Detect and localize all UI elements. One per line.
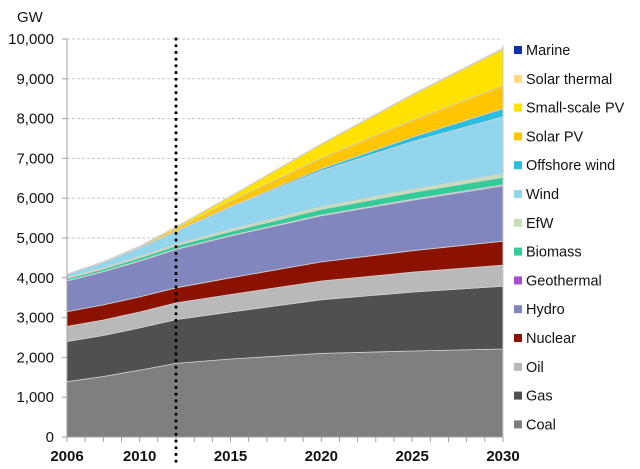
- legend-swatch: [514, 218, 522, 227]
- legend-item-biomass: Biomass: [514, 245, 582, 261]
- legend-item-solar-pv: Solar PV: [514, 129, 584, 145]
- legend-swatch: [514, 334, 522, 342]
- x-tick-label: 2006: [50, 448, 83, 465]
- legend-label: Solar PV: [526, 129, 584, 145]
- legend-label: Wind: [526, 187, 559, 203]
- legend-swatch: [514, 74, 522, 83]
- legend-item-solar-thermal: Solar thermal: [514, 72, 612, 88]
- legend-swatch: [514, 103, 522, 112]
- legend-label: Oil: [526, 360, 544, 376]
- legend-swatch: [514, 46, 522, 54]
- legend-swatch: [514, 420, 522, 429]
- legend-item-gas: Gas: [514, 389, 553, 405]
- legend-swatch: [514, 161, 522, 170]
- legend-swatch: [514, 276, 522, 285]
- legend-swatch: [514, 190, 522, 198]
- legend-item-efw: EfW: [514, 216, 554, 232]
- legend-swatch: [514, 247, 522, 256]
- legend-label: Solar thermal: [526, 72, 612, 88]
- legend-item-small-scale-pv: Small-scale PV: [514, 101, 625, 117]
- legend-swatch: [514, 362, 522, 371]
- legend-swatch: [514, 132, 522, 141]
- legend-swatch: [514, 391, 522, 400]
- legend-item-geothermal: Geothermal: [514, 273, 602, 289]
- legend-label: Geothermal: [526, 273, 602, 289]
- x-tick-label: 2025: [395, 448, 428, 465]
- y-tick-label: 2,000: [16, 349, 54, 366]
- y-axis-ticks: 0 1,000 2,000 3,000 4,000 5,000 6,000 7,000 8,00…: [8, 31, 67, 446]
- legend-swatch: [514, 305, 522, 314]
- legend-item-hydro: Hydro: [514, 302, 565, 318]
- legend-label: Gas: [526, 389, 553, 405]
- legend-label: Offshore wind: [526, 158, 615, 174]
- x-tick-label: 2010: [123, 448, 156, 465]
- y-axis-label: GW: [17, 9, 44, 26]
- y-tick-label: 3,000: [16, 310, 54, 327]
- legend-label: Coal: [526, 417, 556, 433]
- legend-label: Hydro: [526, 302, 565, 318]
- legend-item-coal: Coal: [514, 417, 556, 433]
- legend-label: Small-scale PV: [526, 101, 625, 117]
- y-tick-label: 5,000: [16, 230, 54, 247]
- x-tick-label: 2020: [305, 448, 338, 465]
- y-tick-label: 8,000: [16, 111, 54, 128]
- legend-label: Biomass: [526, 245, 582, 261]
- y-tick-label: 1,000: [16, 389, 54, 406]
- y-tick-label: 6,000: [16, 190, 54, 207]
- legend-item-offshore-wind: Offshore wind: [514, 158, 615, 174]
- y-tick-label: 9,000: [16, 71, 54, 88]
- legend-label: Nuclear: [526, 331, 576, 347]
- legend-item-oil: Oil: [514, 360, 544, 376]
- y-tick-label: 10,000: [8, 31, 54, 48]
- area-series-group: [66, 47, 504, 438]
- legend-label: EfW: [526, 216, 554, 232]
- legend-item-marine: Marine: [514, 43, 570, 59]
- x-tick-label: 2015: [214, 448, 247, 465]
- y-tick-label: 4,000: [16, 270, 54, 287]
- x-axis-ticks: 2006 2010 2015 2020 2025 2030: [50, 437, 520, 465]
- y-tick-label: 7,000: [16, 150, 54, 167]
- legend-label: Marine: [526, 43, 570, 59]
- x-tick-label: 2030: [486, 448, 519, 465]
- legend-item-wind: Wind: [514, 187, 559, 203]
- y-tick-label: 0: [46, 429, 54, 446]
- legend: Marine Solar thermal Small-scale PV Solar P…: [514, 43, 625, 433]
- legend-item-nuclear: Nuclear: [514, 331, 576, 347]
